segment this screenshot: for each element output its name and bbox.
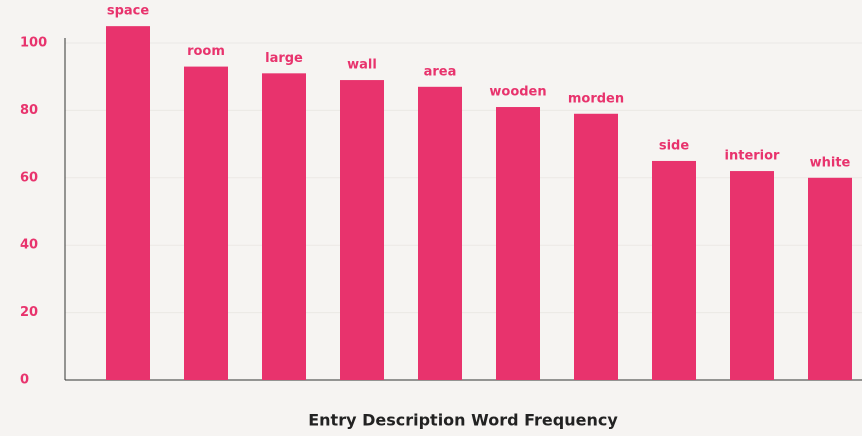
category-label: wooden (489, 85, 546, 100)
y-tick-label: 80 (20, 103, 38, 118)
category-label: wall (347, 58, 377, 73)
category-label: large (265, 51, 303, 66)
bar (418, 86, 462, 380)
y-tick-label: 20 (20, 305, 38, 320)
bar (730, 171, 774, 380)
bar (496, 107, 540, 380)
y-tick-label: 60 (20, 170, 38, 185)
chart-title: Entry Description Word Frequency (308, 411, 618, 430)
y-tick-label: 40 (20, 238, 38, 253)
bar (808, 177, 852, 380)
y-tick-label: 100 (20, 36, 47, 51)
bar (184, 66, 228, 380)
y-tick-label: 0 (20, 373, 29, 388)
category-label: room (187, 44, 225, 59)
bar (574, 113, 618, 381)
bar (262, 73, 306, 380)
category-label: interior (725, 149, 781, 164)
category-label: side (659, 138, 689, 153)
category-label: space (107, 4, 150, 19)
bar (340, 80, 384, 380)
category-label: white (810, 155, 851, 170)
bar (652, 160, 696, 380)
category-label: area (424, 64, 457, 79)
category-label: morden (568, 91, 624, 106)
bar (106, 26, 150, 381)
